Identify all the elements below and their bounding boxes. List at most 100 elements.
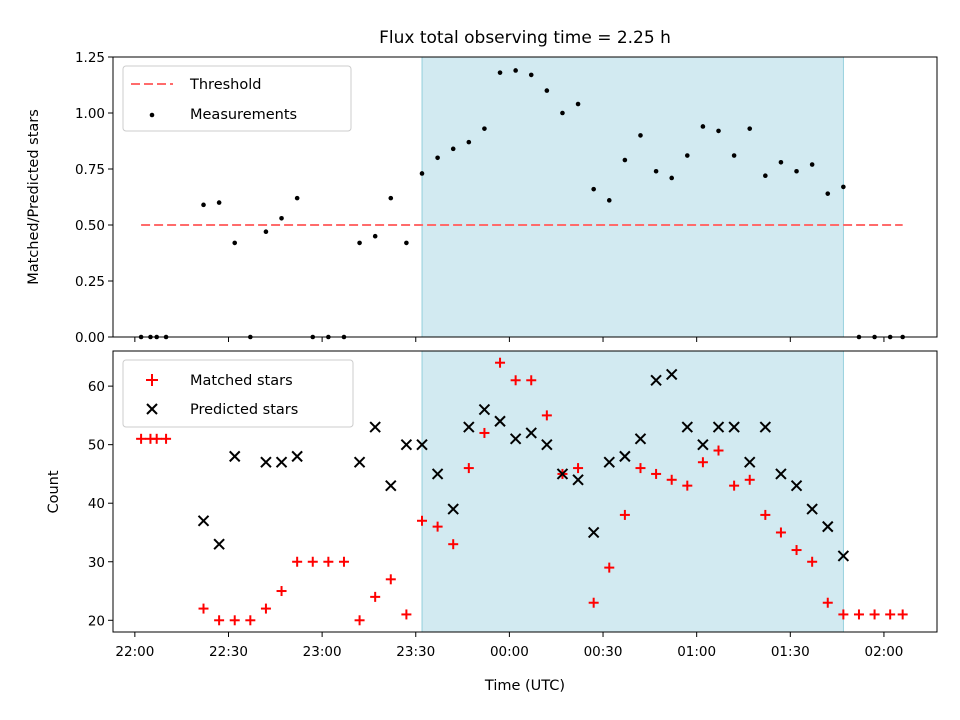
top-plot-frame [112, 56, 938, 338]
measurement-point [731, 153, 737, 158]
measurement-point [482, 126, 487, 131]
matched-star-point [838, 609, 849, 620]
predicted-star-point [229, 450, 241, 463]
matched-star-point [526, 375, 537, 386]
measurement-point [825, 191, 831, 196]
matched-star-point [682, 480, 693, 491]
legend-measurements-label: Measurements [190, 107, 297, 123]
predicted-star-point [587, 526, 600, 539]
measurement-point [232, 240, 238, 246]
top-y-tick-label: 0.25 [75, 274, 105, 290]
matched-star-point [604, 562, 615, 573]
matched-star-point [897, 609, 908, 620]
figure-title: Flux total observing time = 2.25 h [379, 28, 671, 48]
matched-star-point [229, 615, 240, 626]
measurement-point [372, 233, 378, 239]
x-tick-label: 00:30 [584, 644, 623, 660]
matched-star-point [292, 556, 303, 567]
predicted-star-point [665, 368, 678, 381]
predicted-star-point [431, 468, 444, 480]
bottom-y-tick-label: 60 [88, 379, 105, 395]
measurement-point [560, 110, 565, 116]
bottom-panel: 20 30 40 50 60 22:00 22:30 23:00 23:30 00:00 00:30… [46, 350, 938, 694]
matched-star-point [822, 597, 833, 608]
matched-star-point [666, 474, 677, 485]
predicted-star-point [416, 438, 428, 451]
matched-star-point [651, 468, 662, 479]
matched-star-point [385, 574, 396, 585]
measurement-point [435, 155, 440, 161]
predicted-star-point [790, 479, 803, 492]
x-axis-label: Time (UTC) [484, 678, 565, 694]
measurement-point [700, 124, 706, 129]
measurement-point [685, 153, 690, 158]
x-tick-label: 02:00 [864, 644, 903, 660]
legend-predicted-swatch [146, 403, 158, 415]
matched-star-point [744, 474, 755, 485]
predicted-star-point [775, 468, 787, 480]
measurement-point [778, 159, 784, 165]
measurement-point [716, 128, 721, 134]
predicted-star-point [744, 456, 756, 468]
top-y-tick-label: 0.50 [75, 218, 105, 234]
predicted-star-point [681, 421, 694, 433]
measurement-point [279, 215, 284, 221]
measurement-point [575, 101, 581, 107]
predicted-star-point [759, 421, 772, 433]
measurement-point [450, 146, 456, 152]
bottom-y-tick-label: 30 [88, 555, 105, 571]
matched-star-point [775, 527, 786, 538]
matched-star-point [338, 556, 349, 567]
bottom-legend: Matched stars Predicted stars [122, 359, 354, 428]
measurement-point [591, 186, 596, 192]
matched-star-point [198, 603, 209, 614]
legend-predicted-label: Predicted stars [190, 402, 298, 418]
predicted-star-point [494, 415, 506, 427]
measurement-point [466, 139, 472, 145]
matched-star-point [260, 603, 271, 614]
matched-star-point [370, 591, 381, 602]
top-panel: 0.00 0.25 0.50 0.75 1.00 1.25 Matched/Predict… [26, 50, 938, 346]
measurement-point [263, 229, 269, 235]
matched-star-point [151, 433, 162, 444]
measurement-point [201, 202, 206, 208]
x-tick-label: 00:00 [490, 644, 529, 660]
matched-star-point [791, 545, 802, 556]
matched-star-point [729, 480, 740, 491]
matched-star-point [760, 509, 771, 520]
top-legend-box [122, 65, 352, 132]
measurement-point [513, 68, 518, 73]
bottom-y-tick-label: 40 [88, 496, 105, 512]
bottom-y-axis-label: Count [46, 470, 62, 513]
measurement-point [763, 173, 768, 179]
predicted-star-point [603, 456, 615, 468]
predicted-star-point [385, 479, 397, 492]
predicted-star-point [509, 433, 522, 445]
matched-star-point [432, 521, 443, 532]
top-y-tick-label: 1.25 [75, 50, 105, 66]
predicted-star-point [541, 438, 553, 451]
legend-matched-label: Matched stars [190, 373, 293, 389]
matched-star-point [588, 597, 599, 608]
measurement-point [747, 126, 753, 131]
measurement-point [638, 133, 643, 138]
matched-star-point [495, 357, 506, 368]
measurement-point [606, 198, 612, 203]
matched-star-point [214, 615, 225, 626]
matched-star-point [573, 463, 584, 474]
top-y-tick-label: 0.00 [75, 330, 105, 346]
measurement-point [357, 240, 362, 246]
x-tick-label: 22:00 [115, 644, 154, 660]
measurement-point [388, 195, 394, 201]
measurement-point [653, 168, 659, 174]
matched-star-point [885, 609, 896, 620]
predicted-star-point [213, 538, 225, 550]
bottom-observing-window [421, 350, 844, 633]
matched-star-point [417, 515, 427, 526]
top-y-axis-label: Matched/Predicted stars [26, 109, 42, 285]
measurement-point [809, 162, 815, 167]
predicted-star-point [650, 374, 662, 386]
predicted-star-point [712, 421, 725, 433]
x-tick-label: 23:30 [396, 644, 435, 660]
legend-matched-swatch [146, 374, 158, 386]
